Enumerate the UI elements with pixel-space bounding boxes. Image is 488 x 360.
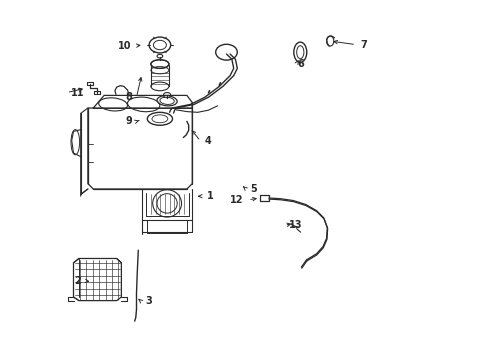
Text: 10: 10 bbox=[117, 41, 131, 51]
Text: 9: 9 bbox=[125, 116, 132, 126]
Text: 8: 8 bbox=[125, 92, 132, 102]
Text: 1: 1 bbox=[206, 191, 213, 201]
Text: 13: 13 bbox=[288, 220, 302, 230]
Text: 7: 7 bbox=[360, 40, 366, 50]
Text: 5: 5 bbox=[249, 184, 256, 194]
Text: 2: 2 bbox=[74, 276, 81, 286]
Text: 11: 11 bbox=[71, 87, 84, 98]
Text: 6: 6 bbox=[297, 59, 304, 69]
Ellipse shape bbox=[151, 60, 168, 68]
Ellipse shape bbox=[163, 93, 170, 98]
Text: 3: 3 bbox=[145, 296, 152, 306]
Text: 4: 4 bbox=[204, 136, 211, 146]
Text: 12: 12 bbox=[230, 195, 244, 205]
